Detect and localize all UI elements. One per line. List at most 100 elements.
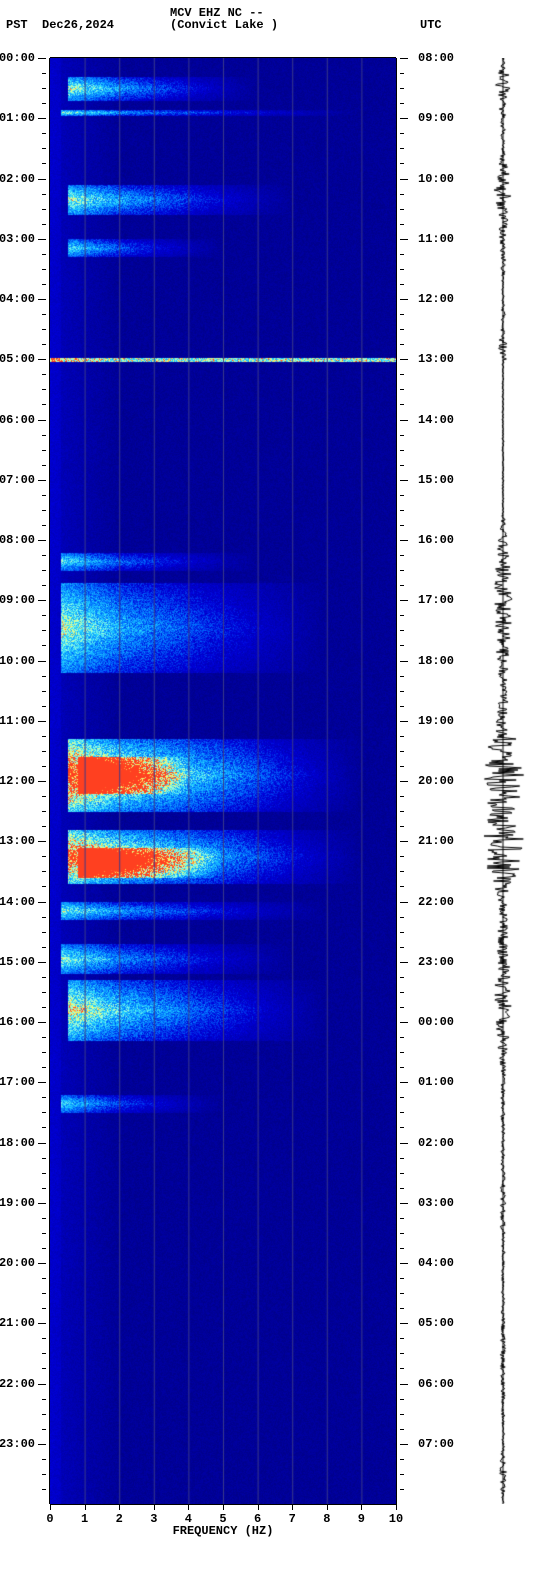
- x-tick-label: 5: [219, 1512, 226, 1526]
- left-tick: [38, 1082, 46, 1083]
- left-tick: [38, 661, 46, 662]
- right-minor-tick: [400, 209, 404, 210]
- left-tick: [38, 1022, 46, 1023]
- left-minor-tick: [42, 886, 46, 887]
- left-minor-tick: [42, 133, 46, 134]
- left-minor-tick: [42, 947, 46, 948]
- left-hour-label: 16:00: [0, 1016, 35, 1028]
- left-minor-tick: [42, 374, 46, 375]
- right-hour-label: 14:00: [418, 414, 454, 426]
- right-hour-label: 03:00: [418, 1197, 454, 1209]
- x-tick: [223, 1504, 224, 1510]
- right-minor-tick: [400, 615, 404, 616]
- right-hour-label: 23:00: [418, 956, 454, 968]
- left-hour-label: 23:00: [0, 1438, 35, 1450]
- left-minor-tick: [42, 751, 46, 752]
- left-minor-tick: [42, 1338, 46, 1339]
- left-minor-tick: [42, 1173, 46, 1174]
- left-tick: [38, 239, 46, 240]
- tz-right-label: UTC: [420, 18, 442, 32]
- right-minor-tick: [400, 73, 404, 74]
- x-axis: FREQUENCY (HZ) 012345678910: [50, 1504, 396, 1544]
- right-minor-tick: [400, 1414, 404, 1415]
- left-minor-tick: [42, 1007, 46, 1008]
- left-minor-tick: [42, 1112, 46, 1113]
- right-minor-tick: [400, 1338, 404, 1339]
- x-tick-label: 7: [289, 1512, 296, 1526]
- right-minor-tick: [400, 826, 404, 827]
- right-minor-tick: [400, 1293, 404, 1294]
- left-tick: [38, 600, 46, 601]
- x-tick: [154, 1504, 155, 1510]
- left-minor-tick: [42, 1368, 46, 1369]
- x-tick-label: 8: [323, 1512, 330, 1526]
- right-minor-tick: [400, 163, 404, 164]
- left-minor-tick: [42, 1233, 46, 1234]
- x-tick: [85, 1504, 86, 1510]
- left-tick: [38, 1203, 46, 1204]
- left-minor-tick: [42, 796, 46, 797]
- right-tick: [400, 902, 408, 903]
- left-minor-tick: [42, 1414, 46, 1415]
- left-minor-tick: [42, 1188, 46, 1189]
- right-minor-tick: [400, 1097, 404, 1098]
- right-minor-tick: [400, 1158, 404, 1159]
- right-minor-tick: [400, 811, 404, 812]
- x-tick-label: 10: [389, 1512, 403, 1526]
- right-tick: [400, 420, 408, 421]
- left-tick: [38, 1263, 46, 1264]
- left-tick: [38, 118, 46, 119]
- x-tick-label: 0: [46, 1512, 53, 1526]
- spectrogram-chart: [50, 58, 396, 1504]
- left-minor-tick: [42, 525, 46, 526]
- left-minor-tick: [42, 826, 46, 827]
- left-minor-tick: [42, 1067, 46, 1068]
- left-minor-tick: [42, 856, 46, 857]
- right-minor-tick: [400, 1429, 404, 1430]
- right-tick: [400, 239, 408, 240]
- left-minor-tick: [42, 615, 46, 616]
- right-tick: [400, 1143, 408, 1144]
- left-minor-tick: [42, 1097, 46, 1098]
- left-tick: [38, 902, 46, 903]
- x-tick: [361, 1504, 362, 1510]
- right-minor-tick: [400, 932, 404, 933]
- left-hour-label: 09:00: [0, 594, 35, 606]
- left-minor-tick: [42, 1248, 46, 1249]
- right-minor-tick: [400, 1399, 404, 1400]
- left-hour-label: 06:00: [0, 414, 35, 426]
- station-line2: (Convict Lake ): [170, 18, 278, 32]
- x-tick: [258, 1504, 259, 1510]
- left-minor-tick: [42, 284, 46, 285]
- left-hour-label: 11:00: [0, 715, 35, 727]
- left-hour-label: 17:00: [0, 1076, 35, 1088]
- left-tick: [38, 721, 46, 722]
- left-minor-tick: [42, 706, 46, 707]
- left-minor-tick: [42, 510, 46, 511]
- left-tick: [38, 179, 46, 180]
- left-hour-label: 00:00: [0, 52, 35, 64]
- left-minor-tick: [42, 1293, 46, 1294]
- left-minor-tick: [42, 736, 46, 737]
- x-tick-label: 9: [358, 1512, 365, 1526]
- left-minor-tick: [42, 1037, 46, 1038]
- right-minor-tick: [400, 389, 404, 390]
- left-minor-tick: [42, 254, 46, 255]
- left-minor-tick: [42, 585, 46, 586]
- right-minor-tick: [400, 1007, 404, 1008]
- waveform-canvas: [458, 58, 548, 1504]
- left-minor-tick: [42, 1308, 46, 1309]
- left-minor-tick: [42, 194, 46, 195]
- left-hour-label: 01:00: [0, 112, 35, 124]
- right-tick: [400, 1022, 408, 1023]
- left-hour-label: 13:00: [0, 835, 35, 847]
- x-tick-label: 6: [254, 1512, 261, 1526]
- left-hour-label: 03:00: [0, 233, 35, 245]
- left-hour-label: 15:00: [0, 956, 35, 968]
- right-hour-label: 22:00: [418, 896, 454, 908]
- right-hour-label: 15:00: [418, 474, 454, 486]
- waveform-panel: [458, 58, 548, 1504]
- left-minor-tick: [42, 269, 46, 270]
- right-tick: [400, 1263, 408, 1264]
- left-minor-tick: [42, 1127, 46, 1128]
